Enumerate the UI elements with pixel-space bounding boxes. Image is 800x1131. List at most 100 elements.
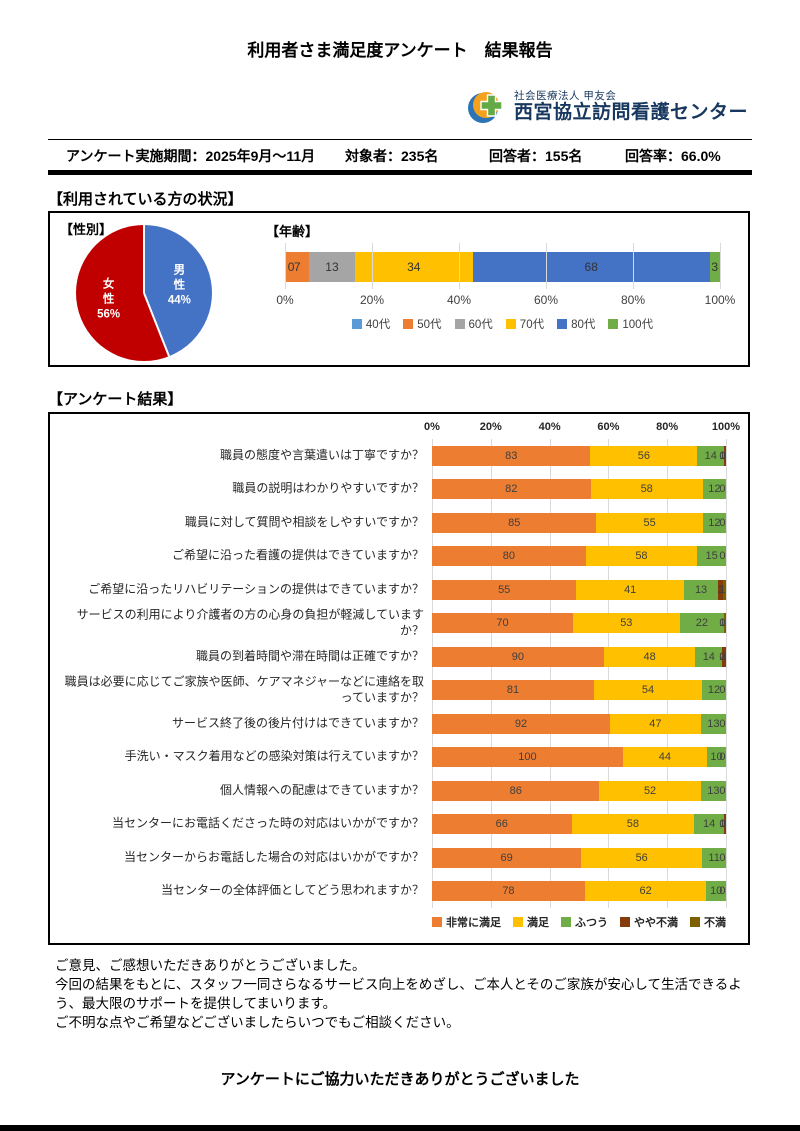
survey-bar xyxy=(432,646,726,667)
bar-value-label: 13 xyxy=(707,784,720,797)
survey-bar-segment xyxy=(702,479,726,500)
survey-barwrap: 70 53 22 0 1 xyxy=(432,613,726,634)
bar-value-label: 14 xyxy=(702,650,715,663)
survey-bar-segment xyxy=(724,445,726,466)
survey-bar xyxy=(432,814,726,835)
legend-swatch xyxy=(403,319,414,329)
survey-barwrap: 100 44 10 0 xyxy=(432,747,726,768)
survey-row: ご希望に沿ったリハビリテーションの提供はできていますか？ 55 41 13 2 1 xyxy=(50,573,752,607)
bar-value-label: 3 xyxy=(711,260,719,274)
status-box: 【性別】 男性 44% 女性 56% 【年齢】 0 7 13 34 68 3 0% 20% 40% 6… xyxy=(48,211,750,367)
bar-value-label: 34 xyxy=(407,260,421,274)
survey-bar xyxy=(432,445,726,466)
survey-bar-segment xyxy=(700,713,726,734)
survey-bar-segment xyxy=(603,646,696,667)
bar-value-label: 13 xyxy=(325,260,339,274)
thanks-line: アンケートにご協力いただきありがとうございました xyxy=(220,1071,580,1088)
pie-slice-divider xyxy=(143,225,145,293)
legend-label: 100代 xyxy=(622,319,654,331)
survey-row: 手洗い・マスク着用などの感染対策は行えていますか？ 100 44 10 0 xyxy=(50,741,752,775)
bar-value-label: 44 xyxy=(658,751,672,764)
bar-value-label: 52 xyxy=(643,784,657,797)
survey-barwrap: 69 56 11 0 xyxy=(432,847,726,868)
legend-swatch xyxy=(454,319,465,329)
gridline xyxy=(285,243,286,289)
survey-rows: 職員の態度や言葉遣いは丁寧ですか？ 83 56 14 1 0 職員の説明はわかりやすいですか… xyxy=(50,439,752,908)
bar-value-label: 58 xyxy=(635,550,648,563)
survey-bar-segment xyxy=(584,881,707,902)
survey-bar xyxy=(432,479,726,500)
survey-question-label: 職員の到着時間や滞在時間は正確ですか？ xyxy=(195,648,424,663)
bar-value-label: 55 xyxy=(643,516,656,529)
survey-bar-segment xyxy=(585,546,698,567)
legend-swatch xyxy=(561,917,571,927)
bar-value-label: 2 xyxy=(719,650,726,663)
respondent-count: 回答者：155名 xyxy=(489,148,583,164)
bar-value-label: 13 xyxy=(694,583,708,596)
page-title: 利用者さま満足度アンケート 結果報告 xyxy=(247,41,553,60)
bar-value-label: 12 xyxy=(707,684,721,697)
bar-value-label: 13 xyxy=(707,717,720,730)
survey-bar-segment xyxy=(723,579,726,600)
bar-value-label: 0 xyxy=(719,851,726,864)
pie-slice-name: 男性 xyxy=(173,264,186,292)
legend-item: 70代 xyxy=(505,316,544,332)
survey-bar-segment xyxy=(702,680,726,701)
pie-slice-label: 女性 56% xyxy=(97,277,120,322)
response-rate: 回答率：66.0% xyxy=(625,148,721,164)
survey-barwrap: 55 41 13 2 1 xyxy=(432,579,726,600)
bar-value-label: 83 xyxy=(505,449,518,462)
bar-value-label: 56 xyxy=(635,851,648,864)
survey-bar-segment xyxy=(679,613,724,634)
survey-row: 職員は必要に応じてご家族や医師、ケアマネジャーなどに連絡を取っていますか？ 81 5… xyxy=(50,674,752,708)
legend-swatch xyxy=(608,319,619,329)
survey-bar xyxy=(432,780,726,801)
survey-row: 職員に対して質問や相談をしやすいですか？ 85 55 12 0 xyxy=(50,506,752,540)
survey-bar-segment xyxy=(576,579,684,600)
bottom-edge-bar xyxy=(0,1125,800,1131)
bar-value-label: 86 xyxy=(509,784,522,797)
bar-value-label: 1 xyxy=(719,449,726,462)
legend-swatch xyxy=(513,917,523,927)
age-bar-segment xyxy=(709,252,720,282)
survey-bar-segment xyxy=(432,646,604,667)
survey-bar-segment xyxy=(432,613,573,634)
logo: 社会医療法人 甲友会 西宮協立訪問看護センター xyxy=(461,84,748,130)
bar-value-label: 82 xyxy=(505,483,518,496)
age-bar-segment xyxy=(354,252,473,282)
gender-chart-title: 【性別】 xyxy=(60,222,113,237)
survey-bar-segment xyxy=(432,445,591,466)
age-axis: 0% 20% 40% 60% 80% 100% xyxy=(276,293,735,307)
survey-row: 職員の到着時間や滞在時間は正確ですか？ 90 48 14 2 0 xyxy=(50,640,752,674)
gridline xyxy=(667,439,669,908)
survey-row: 当センターからお電話した場合の対応はいかがですか？ 69 56 11 0 xyxy=(50,841,752,875)
bar-value-label: 1 xyxy=(719,617,726,630)
bar-value-label: 14 xyxy=(704,449,717,462)
bar-value-label: 0 xyxy=(719,449,726,462)
logo-org-name: 社会医療法人 甲友会 xyxy=(513,90,617,103)
legend-swatch xyxy=(351,319,362,329)
survey-bar-segment xyxy=(572,613,680,634)
survey-bar-segment xyxy=(609,713,701,734)
bar-value-label: 85 xyxy=(508,516,521,529)
survey-question-label: 職員の態度や言葉遣いは丁寧ですか？ xyxy=(219,447,424,462)
survey-bar-segment xyxy=(432,747,623,768)
bar-value-label: 0 xyxy=(719,516,726,529)
survey-question-label: 職員の説明はわかりやすいですか？ xyxy=(232,481,424,496)
bar-value-label: 22 xyxy=(695,617,708,630)
legend-label: やや不満 xyxy=(634,917,678,929)
pie-slice-percent: 56% xyxy=(97,308,121,321)
pie-slice-divider xyxy=(143,292,170,357)
legend-item: やや不満 xyxy=(620,914,678,930)
pie-slice-label: 男性 44% xyxy=(168,264,191,309)
axis-tick-label: 0% xyxy=(424,421,440,433)
legend-swatch xyxy=(432,917,442,927)
survey-bar-segment xyxy=(581,847,703,868)
survey-question-label: 当センターの全体評価としてどう思われますか？ xyxy=(160,883,424,898)
survey-row: サービス終了後の後片付けはできていますか？ 92 47 13 0 xyxy=(50,707,752,741)
legend-swatch xyxy=(557,319,568,329)
legend-item: ふつう xyxy=(561,914,608,930)
survey-bar-segment xyxy=(432,814,572,835)
legend-label: 満足 xyxy=(527,917,549,929)
